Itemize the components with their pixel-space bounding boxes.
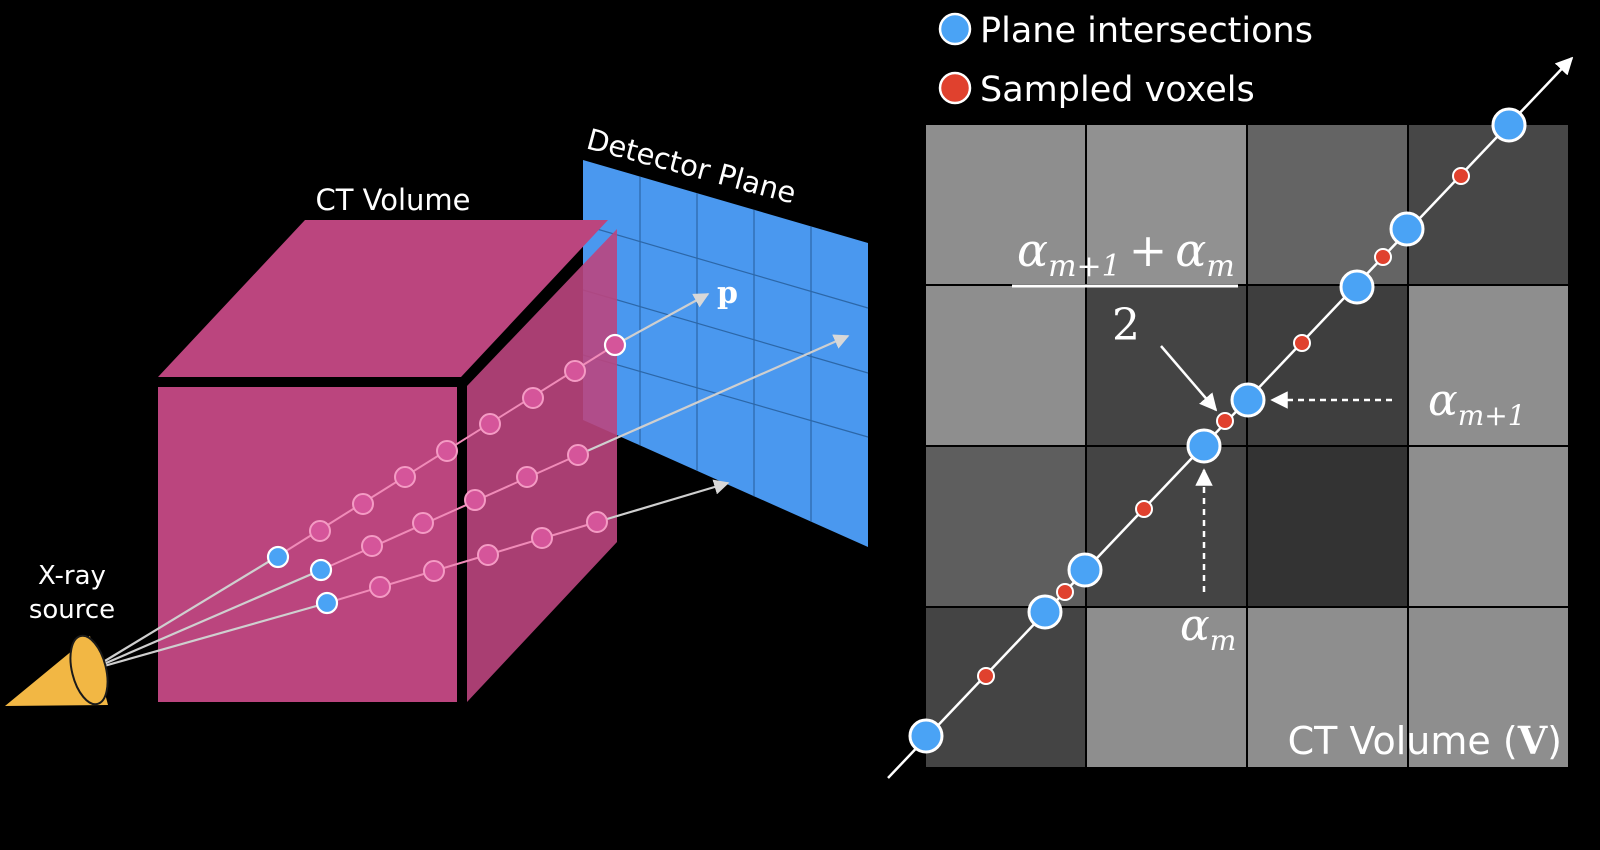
voxel-cell-r3-c2 bbox=[1248, 608, 1407, 767]
formula-alpha-1: α bbox=[1017, 223, 1048, 277]
legend-label-intersections: Plane intersections bbox=[980, 11, 1313, 51]
voxel-cell-r0-c1 bbox=[1087, 125, 1246, 284]
midpoint-pointer-arrow bbox=[1160, 345, 1218, 412]
xray-source-label-line1: X-ray bbox=[38, 561, 106, 591]
svg-text:αm+1+αm: αm+1 + αm bbox=[1017, 223, 1235, 284]
voxel-cell-r2-c1 bbox=[1087, 447, 1246, 606]
formula-denominator: 2 bbox=[1112, 300, 1140, 351]
pixel-p-label: p bbox=[717, 276, 738, 311]
plane-intersections bbox=[908, 107, 1527, 754]
voxel-cell-r1-c0 bbox=[926, 286, 1085, 445]
ct-volume-label: CT Volume bbox=[315, 183, 470, 217]
volume-top-face bbox=[158, 220, 608, 377]
volume-side-face bbox=[467, 229, 617, 702]
detector-plane bbox=[582, 160, 869, 547]
legend-label-sampled: Sampled voxels bbox=[980, 70, 1255, 110]
voxel-cell-r1-c2 bbox=[1248, 286, 1407, 445]
xray-source-label-line2: source bbox=[29, 595, 115, 625]
volume-front-face bbox=[158, 387, 457, 702]
legend: Plane intersections Sampled voxels bbox=[938, 11, 1313, 110]
ct-volume-v-label: CT Volume (V) bbox=[1288, 718, 1562, 763]
formula-sub-m: m bbox=[1206, 249, 1234, 284]
voxel-cell-r1-c3 bbox=[1409, 286, 1568, 445]
voxel-cell-r2-c0 bbox=[926, 447, 1085, 606]
voxel-cell-r0-c0 bbox=[926, 125, 1085, 284]
voxel-cell-r3-c0 bbox=[926, 608, 1085, 767]
midpoint-formula: αm+1 + αm 2 bbox=[1012, 223, 1238, 351]
formula-sub-m1: m+1 bbox=[1048, 249, 1121, 284]
legend-red-dot-icon bbox=[938, 71, 972, 105]
alpha-m1-label: αm+1 bbox=[1428, 375, 1526, 432]
left-3d-illustration: CT Volume Detector Plane p X-ray source bbox=[5, 122, 869, 706]
voxel-cell-r3-c3 bbox=[1409, 608, 1568, 767]
voxel-cell-r2-c2 bbox=[1248, 447, 1407, 606]
sampled-voxels bbox=[977, 167, 1470, 685]
alpha-m-label: αm bbox=[1180, 600, 1236, 657]
formula-plus: + bbox=[1129, 223, 1168, 277]
voxel-cell-r2-c3 bbox=[1409, 447, 1568, 606]
voxel-cell-r0-c3 bbox=[1409, 125, 1568, 284]
voxel-cell-r3-c1 bbox=[1087, 608, 1246, 767]
rays bbox=[89, 293, 850, 672]
right-grid-panel: αm+1 + αm 2 αm+1 αm CT Volume (V) bbox=[887, 56, 1574, 779]
legend-blue-dot-icon bbox=[938, 12, 972, 46]
voxel-grid bbox=[926, 125, 1568, 767]
xray-source-icon bbox=[5, 634, 109, 706]
formula-alpha-2: α bbox=[1175, 223, 1206, 277]
